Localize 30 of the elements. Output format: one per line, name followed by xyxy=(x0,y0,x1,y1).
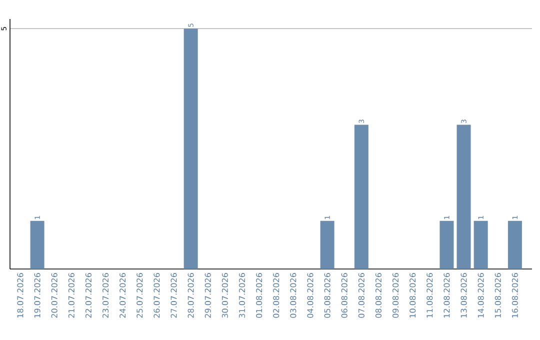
x-tick-label: 09.08.2026 xyxy=(392,273,399,318)
x-tick-label: 03.08.2026 xyxy=(290,273,296,318)
x-tick-label: 16.08.2026 xyxy=(512,273,518,318)
x-tick-label: 15.08.2026 xyxy=(494,273,501,318)
x-tick-label: 23.07.2026 xyxy=(102,273,109,318)
x-tick-label: 29.07.2026 xyxy=(204,273,211,318)
x-tick-label: 06.08.2026 xyxy=(341,273,348,318)
x-tick-label: 27.07.2026 xyxy=(170,273,177,318)
x-tick-label: 30.07.2026 xyxy=(222,273,228,318)
x-tick-label: 24.07.2026 xyxy=(120,273,126,318)
x-tick-label: 10.08.2026 xyxy=(410,273,416,318)
x-tick-label: 04.08.2026 xyxy=(307,273,314,318)
x-tick-label: 19.07.2026 xyxy=(34,273,40,318)
x-tick-label: 12.08.2026 xyxy=(444,273,450,318)
x-tick-label: 08.08.2026 xyxy=(375,273,382,318)
x-tick-label: 26.07.2026 xyxy=(154,273,160,318)
x-tick-label: 02.08.2026 xyxy=(273,273,280,318)
x-tick-label: 25.07.2026 xyxy=(136,273,143,318)
x-tick-label: 14.08.2026 xyxy=(478,273,484,318)
x-tick-label: 18.07.2026 xyxy=(17,273,24,318)
x-tick-label: 05.08.2026 xyxy=(324,273,330,318)
x-tick-label: 28.07.2026 xyxy=(188,273,194,318)
x-tick-label: 13.08.2026 xyxy=(460,273,467,318)
x-tick-label: 20.07.2026 xyxy=(51,273,58,318)
x-tick-label: 22.07.2026 xyxy=(85,273,92,318)
x-tick-label: 07.08.2026 xyxy=(358,273,364,318)
x-tick-label: 11.08.2026 xyxy=(426,273,433,318)
x-tick-label: 31.07.2026 xyxy=(238,273,246,318)
x-tick-label: 21.07.2026 xyxy=(68,273,74,318)
x-tick-label: 01.08.2026 xyxy=(256,273,262,318)
